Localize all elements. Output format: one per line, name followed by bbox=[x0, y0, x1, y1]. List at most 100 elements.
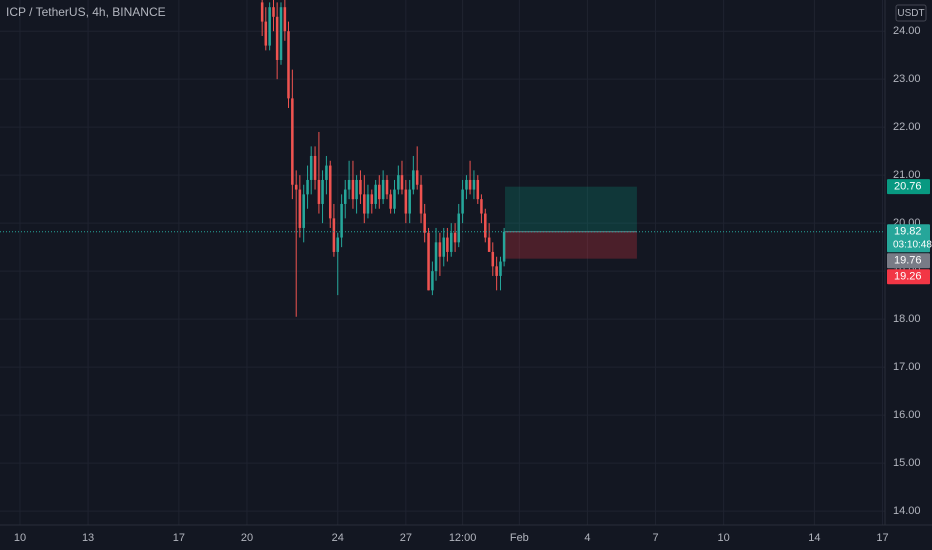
candle-body bbox=[400, 175, 404, 190]
candle-body bbox=[291, 98, 294, 185]
candle-body bbox=[446, 237, 449, 252]
currency-box[interactable] bbox=[895, 4, 927, 22]
candle-body bbox=[363, 194, 366, 214]
candle-body bbox=[366, 194, 370, 214]
candle-body bbox=[359, 179, 362, 195]
x-tick-label: 12:00 bbox=[449, 532, 477, 544]
candle-body bbox=[275, 16, 279, 60]
candle-body bbox=[381, 179, 385, 200]
candle-body bbox=[313, 155, 317, 180]
candle-body bbox=[495, 266, 498, 276]
candle-body bbox=[332, 218, 336, 252]
x-tick-label: Feb bbox=[510, 532, 529, 544]
candle-body bbox=[370, 194, 374, 204]
candle-body bbox=[502, 231, 506, 262]
candle-body bbox=[298, 189, 302, 228]
y-tick-label: 17.00 bbox=[893, 361, 921, 373]
candle-body bbox=[355, 179, 358, 200]
price-label-box bbox=[887, 224, 930, 253]
currency: USDT bbox=[897, 8, 924, 19]
plot bbox=[0, 0, 885, 317]
price-label-box bbox=[887, 269, 930, 285]
candle-body bbox=[389, 194, 392, 209]
candle-body bbox=[419, 184, 423, 214]
candle-body bbox=[412, 170, 415, 190]
x-tick-label: 20 bbox=[241, 532, 253, 544]
x-tick-label: 17 bbox=[876, 532, 888, 544]
candle-body bbox=[457, 213, 461, 243]
candle-body bbox=[287, 31, 290, 99]
x-tick-label: 24 bbox=[332, 532, 344, 544]
price-label: 19.76 bbox=[894, 255, 922, 267]
candle-body bbox=[408, 189, 411, 214]
axes: 14.0015.0016.0017.0018.0019.0020.0021.00… bbox=[14, 25, 932, 544]
candle-body bbox=[468, 179, 472, 190]
candle-body bbox=[484, 213, 487, 238]
candle-body bbox=[347, 179, 351, 190]
candle-body bbox=[343, 189, 347, 204]
candle-body bbox=[438, 242, 442, 257]
candle-body bbox=[434, 242, 438, 272]
x-tick-label: 27 bbox=[400, 532, 412, 544]
candle-body bbox=[325, 165, 328, 180]
candle-body bbox=[272, 7, 275, 17]
stop-zone bbox=[505, 231, 637, 259]
candle-body bbox=[260, 2, 264, 22]
y-tick-label: 18.00 bbox=[893, 313, 921, 325]
candle-body bbox=[415, 170, 419, 185]
candle-body bbox=[309, 155, 313, 180]
candle-body bbox=[476, 179, 480, 200]
price-label: 20.76 bbox=[894, 181, 922, 193]
x-tick-label: 14 bbox=[808, 532, 820, 544]
candle-body bbox=[351, 179, 355, 200]
price-label-box bbox=[887, 253, 930, 269]
candle-body bbox=[336, 237, 340, 252]
candle-body bbox=[268, 7, 271, 46]
candle-body bbox=[374, 184, 377, 204]
candle-body bbox=[449, 232, 453, 252]
target-zone bbox=[505, 186, 637, 232]
candle-body bbox=[385, 179, 389, 195]
candle-body bbox=[397, 175, 400, 190]
candle-body bbox=[283, 7, 287, 32]
x-tick-label: 13 bbox=[82, 532, 94, 544]
candle-body bbox=[302, 194, 305, 228]
countdown: 03:10:48 bbox=[893, 239, 932, 250]
price-label-box bbox=[887, 179, 930, 195]
candle-body bbox=[321, 179, 324, 204]
candle-body bbox=[453, 232, 457, 243]
candle-body bbox=[423, 213, 426, 233]
price-label: 19.26 bbox=[894, 271, 922, 283]
candle-body bbox=[317, 179, 321, 204]
candle-body bbox=[393, 189, 396, 209]
candle-body bbox=[264, 21, 268, 46]
price-label: 19.82 bbox=[894, 226, 922, 238]
candle-body bbox=[378, 184, 381, 200]
candle-body bbox=[431, 271, 434, 291]
y-tick-label: 14.00 bbox=[893, 505, 921, 517]
candle-body bbox=[491, 251, 495, 267]
candle-body bbox=[294, 184, 298, 190]
x-tick-label: 10 bbox=[717, 532, 729, 544]
candle-body bbox=[442, 237, 446, 257]
candle-body bbox=[427, 232, 430, 291]
grid bbox=[0, 0, 885, 525]
candle-body bbox=[404, 189, 408, 214]
candle-body bbox=[328, 165, 332, 219]
candle-body bbox=[461, 189, 464, 214]
candle-body bbox=[487, 237, 491, 252]
candle-body bbox=[306, 179, 309, 195]
y-tick-label: 15.00 bbox=[893, 457, 921, 469]
x-tick-label: 7 bbox=[652, 532, 658, 544]
x-tick-label: 4 bbox=[584, 532, 590, 544]
y-tick-label: 22.00 bbox=[893, 121, 921, 133]
candle-body bbox=[279, 7, 283, 60]
x-tick-label: 17 bbox=[173, 532, 185, 544]
candle-body bbox=[340, 203, 343, 238]
candle-body bbox=[465, 179, 468, 190]
candle-body bbox=[480, 199, 483, 214]
y-tick-label: 16.00 bbox=[893, 409, 921, 421]
chart-title: ICP / TetherUS, 4h, BINANCE bbox=[6, 5, 166, 19]
